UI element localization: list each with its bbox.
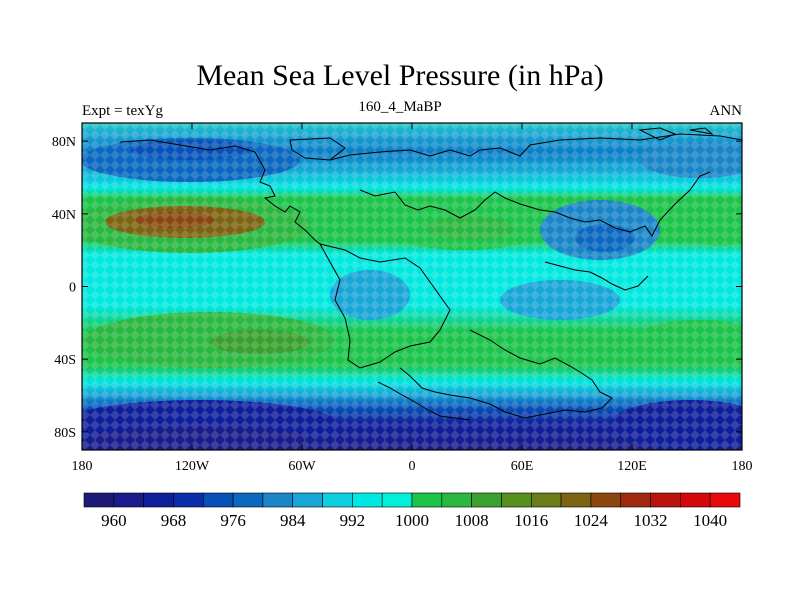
plot-title: Mean Sea Level Pressure (in hPa)	[196, 59, 604, 92]
y-tick-label: 0	[69, 281, 76, 296]
subtitle-right: ANN	[709, 103, 743, 119]
colorbar-swatch	[352, 492, 383, 508]
colorbar-label: 992	[340, 511, 366, 530]
x-tick-label: 180	[732, 459, 753, 474]
y-tick-label: 40N	[52, 208, 76, 223]
x-tick-label: 60E	[511, 459, 534, 474]
coastline-eurasia	[329, 133, 742, 161]
coastline-antarctica	[377, 381, 471, 421]
colorbar-swatch	[381, 492, 413, 508]
coastline-south-america-africa	[319, 243, 451, 369]
colorbar-swatch	[471, 492, 502, 508]
colorbar-swatch	[202, 492, 234, 508]
colorbar-label: 1016	[514, 511, 548, 530]
colorbar-swatch	[709, 492, 741, 508]
colorbar-label: 1032	[634, 511, 668, 530]
colorbar-swatch	[441, 492, 472, 508]
colorbar-swatch	[83, 492, 115, 508]
x-tick-label: 120W	[175, 459, 210, 474]
colorbar-swatch	[411, 492, 443, 508]
y-tick-label: 40S	[54, 353, 76, 368]
colorbar-swatch	[530, 492, 562, 508]
colorbar-swatch	[501, 492, 532, 508]
y-tick-label: 80N	[52, 135, 76, 150]
x-tick-label: 180	[72, 459, 93, 474]
colorbar-swatch	[590, 492, 622, 508]
colorbar-label: 1000	[395, 511, 429, 530]
colorbar-swatch	[650, 492, 681, 508]
coastline-asia-south	[554, 171, 711, 237]
colorbar-swatch	[262, 492, 294, 508]
colorbar-swatch	[292, 492, 323, 508]
coastline-india-australia	[399, 329, 613, 419]
colorbar-label: 1040	[693, 511, 727, 530]
shading-pattern	[82, 123, 742, 450]
colorbar-swatch	[322, 492, 353, 508]
x-tick-label: 120E	[617, 459, 647, 474]
x-tick-label: 0	[409, 459, 416, 474]
colorbar-label: 1008	[455, 511, 489, 530]
colorbar-swatch	[143, 492, 174, 508]
colorbar: 960 968 976 984 992 1000 1008 1016 1024 1032 1040	[83, 492, 741, 530]
coastline-islands	[544, 261, 649, 291]
subtitle-center: 160_4_MaBP	[358, 99, 442, 115]
coastline-arctic-islands	[638, 127, 714, 141]
colorbar-label: 1024	[574, 511, 609, 530]
y-tick-label: 80S	[54, 426, 76, 441]
subtitle-left: Expt = texYg	[82, 103, 163, 119]
coastline-europe-south	[359, 189, 556, 219]
colorbar-label: 984	[280, 511, 306, 530]
colorbar-swatch	[620, 492, 651, 508]
pressure-field	[82, 123, 742, 450]
coastlines	[119, 127, 742, 421]
coastline-north-america	[119, 139, 321, 245]
colorbar-swatch	[680, 492, 711, 508]
x-tick-label: 60W	[288, 459, 316, 474]
colorbar-swatch	[173, 492, 204, 508]
colorbar-swatch	[113, 492, 144, 508]
y-axis: 80N 40N 0 40S 80S	[52, 135, 742, 441]
colorbar-label: 968	[161, 511, 187, 530]
x-axis: 180 120W 60W 0 60E 120E 180	[72, 123, 753, 474]
colorbar-label: 960	[101, 511, 127, 530]
colorbar-label: 976	[220, 511, 246, 530]
colorbar-swatch	[232, 492, 264, 508]
colorbar-swatch	[560, 492, 592, 508]
